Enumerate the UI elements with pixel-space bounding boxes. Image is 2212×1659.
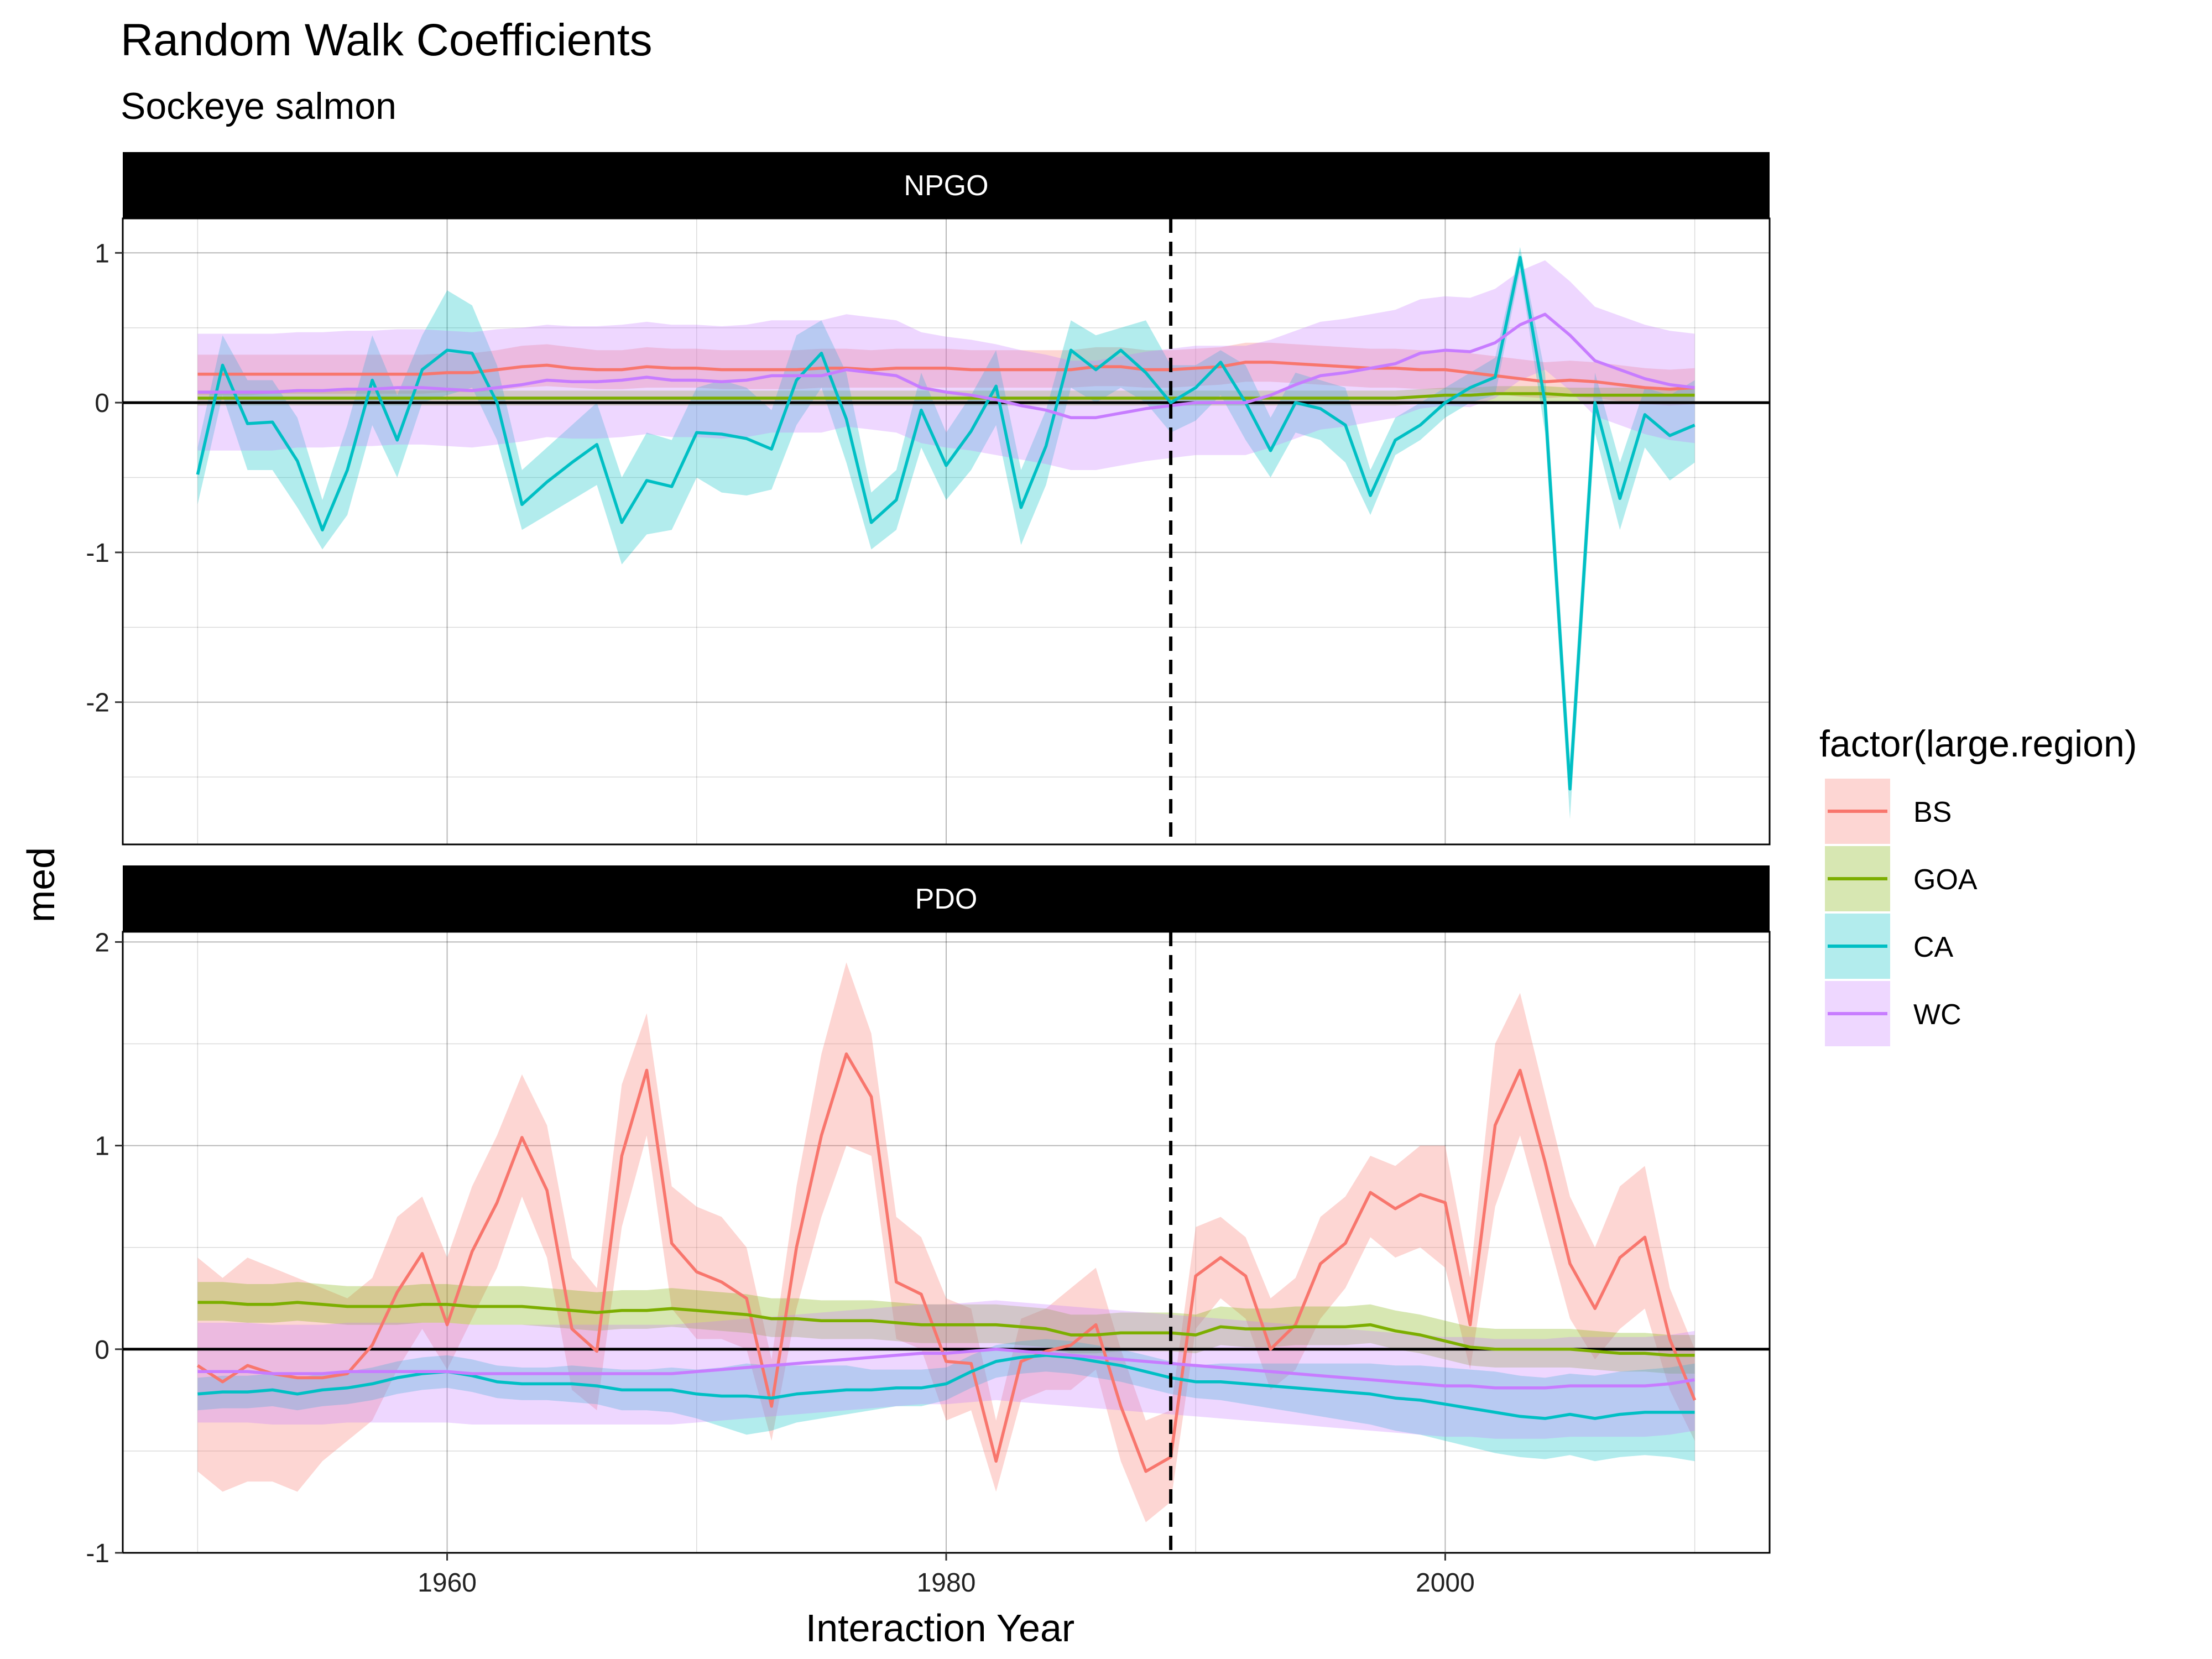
facet-panels: NPGO -2 -1 0 1 PDO -1 0 1 2 — [86, 152, 1771, 1568]
ribbon-pdo-goa — [197, 1282, 1695, 1374]
chart-subtitle: Sockeye salmon — [121, 85, 397, 127]
panel-pdo: PDO -1 0 1 2 — [86, 865, 1771, 1568]
y-axis-title: med — [19, 847, 62, 922]
strip-pdo — [123, 865, 1770, 932]
line-npgo-goa — [197, 392, 1695, 400]
panel-border-npgo — [122, 217, 1771, 846]
legend-item-bs: BS — [1825, 779, 1952, 844]
line-npgo-wc — [197, 312, 1695, 419]
line-pdo-bs — [196, 1052, 1697, 1473]
ribbon-npgo-bs — [197, 342, 1695, 406]
line-npgo-bs — [197, 361, 1695, 391]
y-tick-label: -2 — [86, 688, 109, 718]
y-tick-label: 2 — [95, 928, 109, 957]
ribbon-npgo-ca — [197, 247, 1695, 819]
y-tick-label: 0 — [95, 389, 109, 418]
y-tick-label: 0 — [95, 1335, 109, 1365]
x-axis-title: Interaction Year — [806, 1606, 1074, 1650]
strip-label-pdo: PDO — [915, 883, 978, 915]
legend-label-bs: BS — [1913, 796, 1952, 828]
panel-npgo: NPGO -2 -1 0 1 — [86, 152, 1771, 846]
ribbon-pdo-wc — [197, 1300, 1695, 1439]
x-tick-label: 1960 — [418, 1568, 477, 1598]
legend-label-goa: GOA — [1913, 864, 1978, 896]
legend-label-ca: CA — [1913, 931, 1954, 963]
legend: factor(large.region) BS GOA CA WC — [1819, 723, 2137, 1046]
y-tick-label: 1 — [95, 239, 109, 268]
legend-item-wc: WC — [1825, 981, 1961, 1046]
x-tick-label: 1980 — [917, 1568, 976, 1598]
x-axis: 1960 1980 2000 — [418, 1553, 1475, 1598]
ribbon-npgo-wc — [197, 260, 1695, 470]
ribbon-pdo-ca — [197, 1339, 1695, 1462]
line-pdo-wc — [197, 1348, 1695, 1390]
strip-label-npgo: NPGO — [904, 170, 988, 202]
strip-npgo — [123, 152, 1770, 218]
line-pdo-goa — [197, 1301, 1695, 1357]
legend-label-wc: WC — [1913, 999, 1961, 1031]
legend-title: factor(large.region) — [1819, 723, 2137, 765]
ribbon-npgo-goa — [197, 386, 1695, 406]
chart-title: Random Walk Coefficients — [121, 15, 653, 65]
y-tick-label: -1 — [86, 539, 109, 568]
y-tick-label: 1 — [95, 1132, 109, 1161]
legend-item-ca: CA — [1825, 914, 1954, 979]
y-tick-label: -1 — [86, 1539, 109, 1568]
legend-item-goa: GOA — [1825, 846, 1978, 911]
line-npgo-ca — [196, 255, 1695, 791]
x-tick-label: 2000 — [1416, 1568, 1475, 1598]
